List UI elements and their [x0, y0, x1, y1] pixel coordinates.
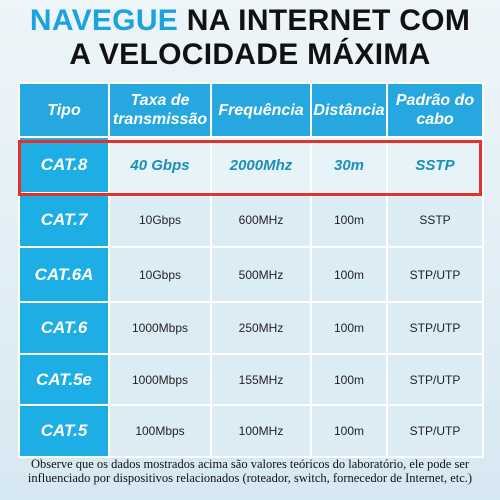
cell: 100m [310, 246, 388, 303]
cell: 100Mbps [108, 404, 212, 458]
cable-type: CAT.5 [18, 404, 110, 458]
cell: SSTP [386, 136, 484, 194]
footer-note: Observe que os dados mostrados acima são… [27, 457, 473, 485]
cell: STP/UTP [386, 246, 484, 303]
cell: 100m [310, 404, 388, 458]
title-line2: A VELOCIDADE MÁXIMA [69, 38, 431, 71]
column-header: Padrão do cabo [386, 82, 484, 138]
column-header: Frequência [210, 82, 312, 138]
cell: 100m [310, 192, 388, 248]
table-body: CAT.8 40 Gbps 2000Mhz 30m SSTP CAT.7 10Gbps 600… [18, 136, 484, 458]
column-header: Tipo [18, 82, 110, 138]
title: NAVEGUE NA INTERNET COM A VELOCIDADE MÁXI… [0, 4, 500, 72]
spec-table: Tipo Taxa de transmissão Frequência Distânc… [18, 82, 484, 458]
cell: STP/UTP [386, 353, 484, 406]
cell: 250MHz [210, 301, 312, 355]
cable-type: CAT.8 [18, 136, 110, 194]
cell: 600MHz [210, 192, 312, 248]
cell: 500MHz [210, 246, 312, 303]
cell: 100m [310, 353, 388, 406]
table-row: CAT.6A 10Gbps 500MHz 100m STP/UTP [18, 246, 484, 303]
column-header: Taxa de transmissão [108, 82, 212, 138]
cell: STP/UTP [386, 301, 484, 355]
cell: 100m [310, 301, 388, 355]
cable-type: CAT.6 [18, 301, 110, 355]
table-row: CAT.7 10Gbps 600MHz 100m SSTP [18, 192, 484, 248]
header-row: Tipo Taxa de transmissão Frequência Distânc… [18, 82, 484, 138]
cell: 30m [310, 136, 388, 194]
table-row: CAT.5e 1000Mbps 155MHz 100m STP/UTP [18, 353, 484, 406]
cell: 100MHz [210, 404, 312, 458]
cable-type: CAT.6A [18, 246, 110, 303]
title-highlight: NAVEGUE [29, 4, 179, 37]
cell: 1000Mbps [108, 301, 212, 355]
cell: 10Gbps [108, 246, 212, 303]
cell: 155MHz [210, 353, 312, 406]
cell: 2000Mhz [210, 136, 312, 194]
cell: 1000Mbps [108, 353, 212, 406]
cable-type: CAT.7 [18, 192, 110, 248]
cell: 40 Gbps [108, 136, 212, 194]
table-row: CAT.6 1000Mbps 250MHz 100m STP/UTP [18, 301, 484, 355]
cell: 10Gbps [108, 192, 212, 248]
title-rest: NA INTERNET COM [186, 4, 471, 37]
cell: STP/UTP [386, 404, 484, 458]
column-header: Distância [310, 82, 388, 138]
table-row: CAT.5 100Mbps 100MHz 100m STP/UTP [18, 404, 484, 458]
cable-type: CAT.5e [18, 353, 110, 406]
cell: SSTP [386, 192, 484, 248]
table-row: CAT.8 40 Gbps 2000Mhz 30m SSTP [18, 136, 484, 194]
